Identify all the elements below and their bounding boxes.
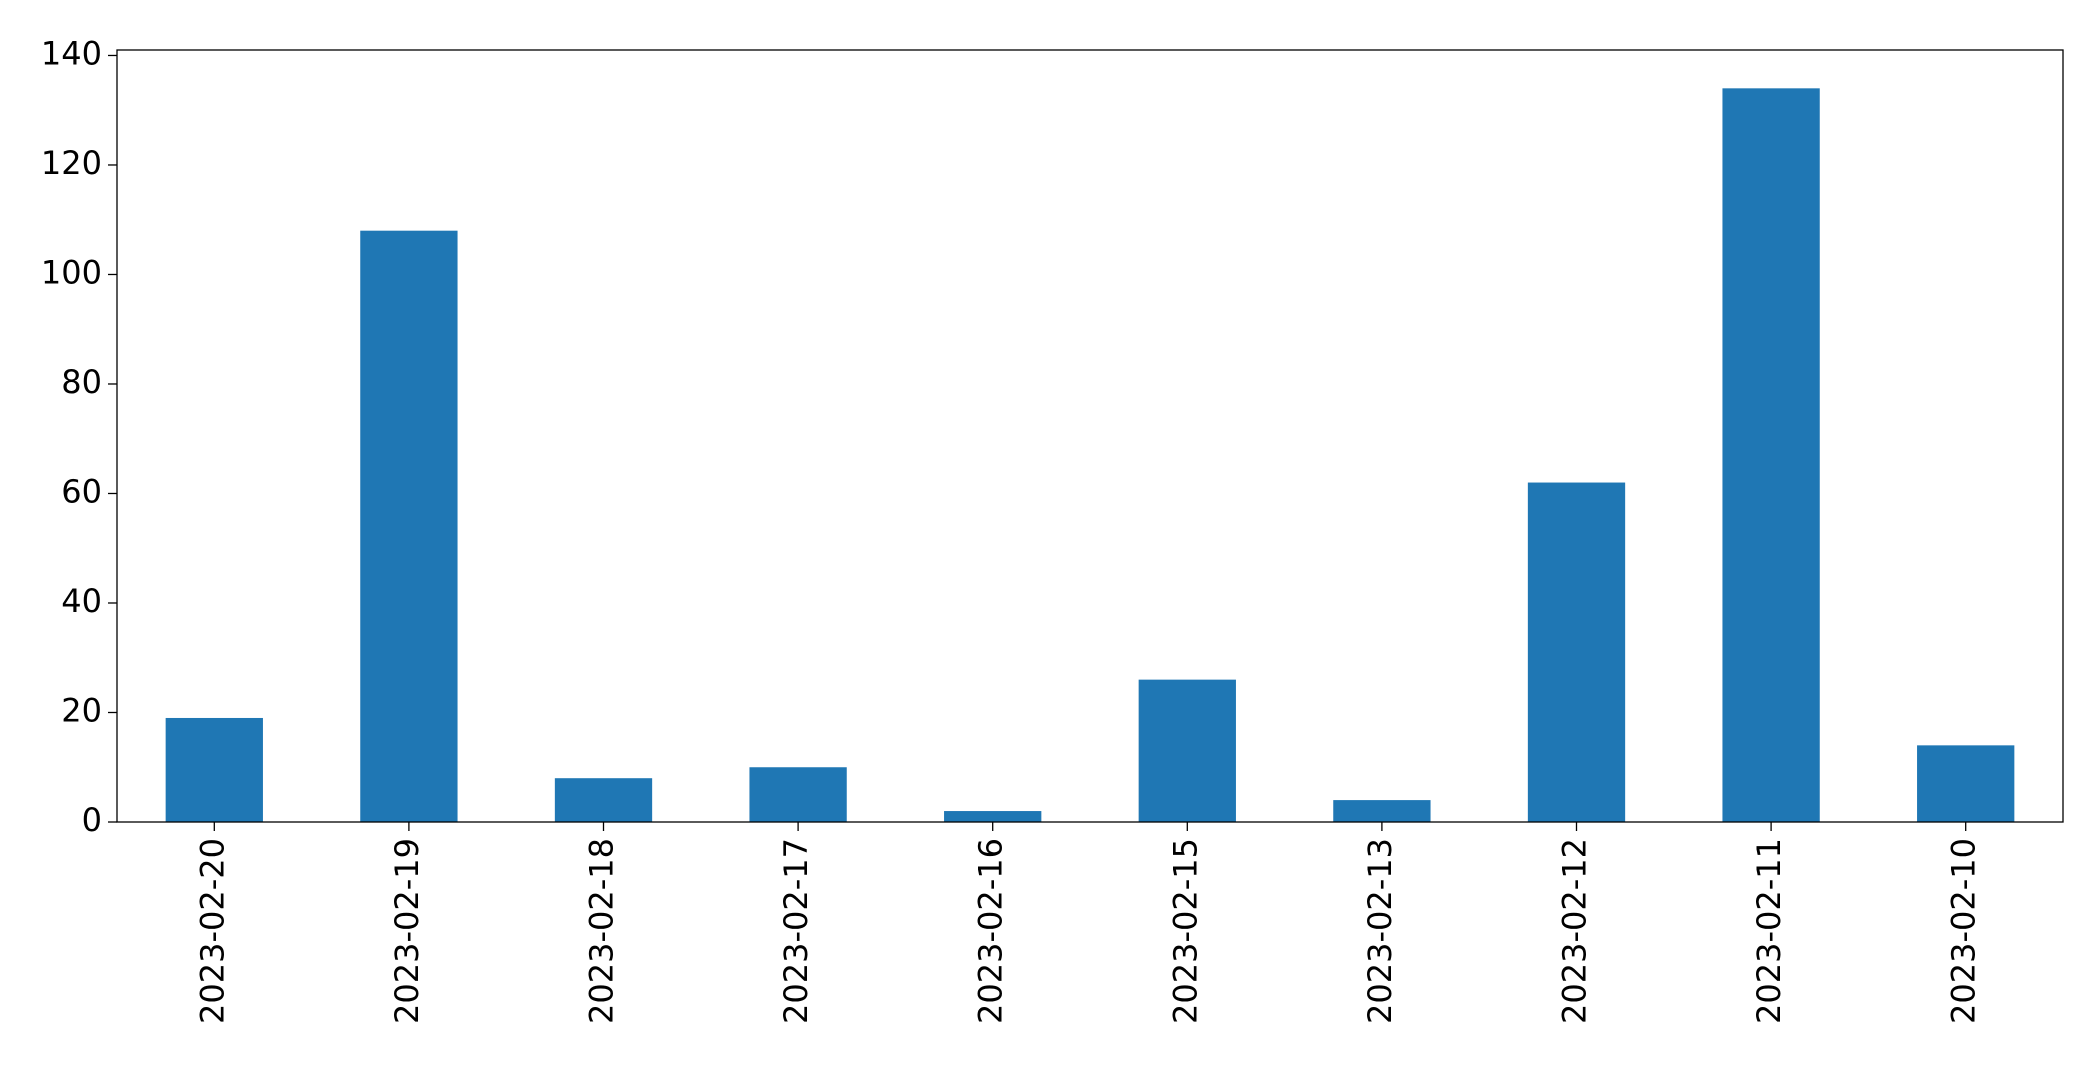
y-tick-label: 100 (41, 253, 102, 291)
y-tick-label: 120 (41, 144, 102, 182)
plot-frame (116, 49, 2064, 823)
y-tick-label: 20 (61, 691, 102, 729)
x-tick-label: 2023-02-12 (1556, 838, 1594, 1024)
bar (1722, 88, 1820, 823)
bar (1333, 800, 1431, 822)
y-tick-label: 140 (41, 34, 102, 72)
x-tick-label: 2023-02-13 (1361, 838, 1399, 1024)
bar (944, 811, 1042, 822)
x-tick-label: 2023-02-16 (972, 838, 1010, 1024)
x-tick-label: 2023-02-11 (1750, 838, 1788, 1024)
bar (1527, 482, 1626, 822)
x-tick-label: 2023-02-18 (583, 838, 621, 1024)
x-tick-label: 2023-02-19 (388, 838, 426, 1024)
bar (554, 778, 653, 822)
x-tick-label: 2023-02-15 (1166, 838, 1204, 1024)
y-tick-label: 80 (61, 363, 102, 401)
x-tick-label: 2023-02-20 (193, 838, 231, 1024)
bar (360, 230, 458, 822)
bar (1917, 745, 2015, 822)
x-tick-label: 2023-02-10 (1945, 838, 1983, 1024)
x-tick-label: 2023-02-17 (777, 838, 815, 1024)
bar (749, 767, 847, 822)
bar (1138, 679, 1236, 822)
y-tick-label: 40 (61, 582, 102, 620)
y-tick-label: 60 (61, 472, 102, 510)
y-tick-label: 0 (82, 801, 102, 839)
bar (165, 717, 263, 822)
